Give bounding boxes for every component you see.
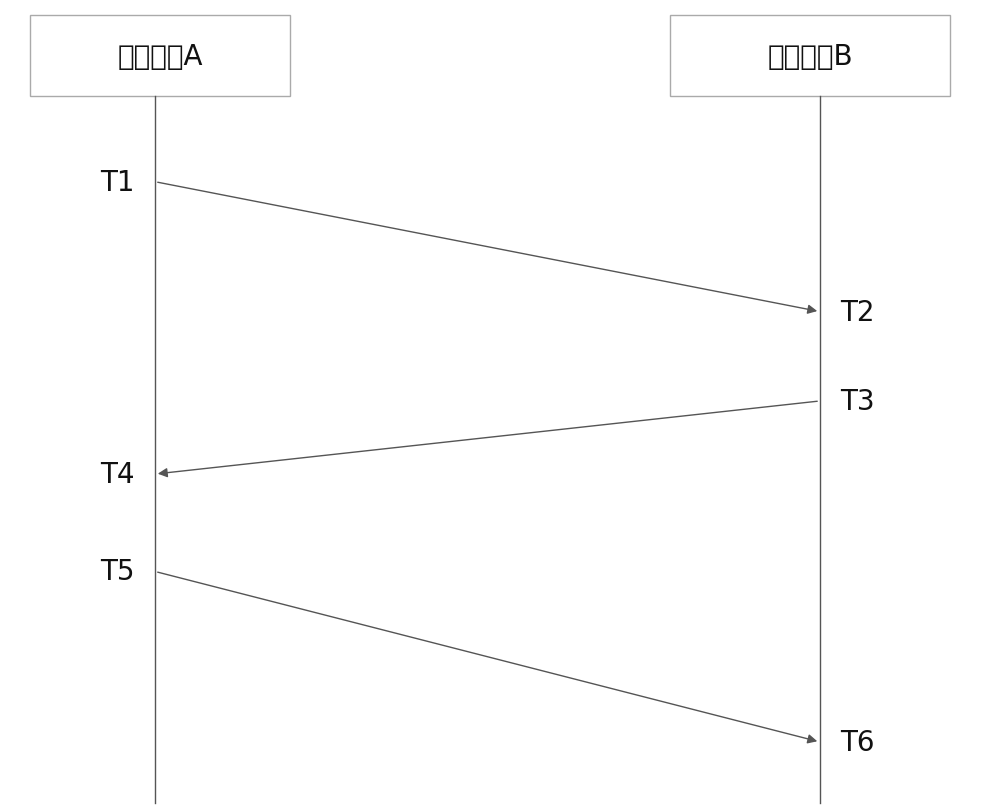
Text: T2: T2 — [840, 298, 874, 326]
Text: T3: T3 — [840, 388, 875, 415]
Text: T5: T5 — [100, 558, 135, 586]
Text: 发送设备A: 发送设备A — [117, 43, 203, 71]
FancyBboxPatch shape — [30, 16, 290, 97]
FancyBboxPatch shape — [670, 16, 950, 97]
Text: T1: T1 — [100, 169, 135, 196]
Text: 接收设备B: 接收设备B — [767, 43, 853, 71]
Text: T4: T4 — [100, 461, 135, 488]
Text: T6: T6 — [840, 728, 874, 756]
